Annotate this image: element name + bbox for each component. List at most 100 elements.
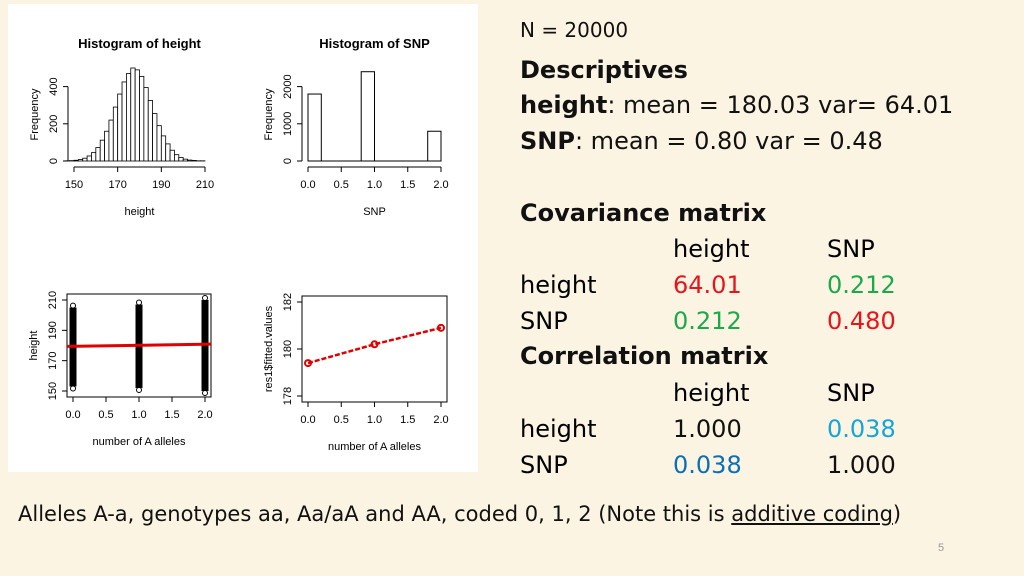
height-hist-bar xyxy=(117,93,123,162)
fitted-plot-x-tick-label: 1.5 xyxy=(400,414,415,426)
fitted-plot-y-label: res1$fitted.values xyxy=(263,305,275,392)
cov-v12: 0.212 xyxy=(827,271,896,299)
cov-row-snp: SNP xyxy=(520,307,568,335)
height-hist-bar xyxy=(160,135,167,162)
height-hist-bar xyxy=(174,154,180,162)
height-hist-bar xyxy=(82,157,88,162)
scatter-point xyxy=(70,385,76,392)
snp-hist-title: Histogram of SNP xyxy=(319,36,430,51)
height-hist-bar xyxy=(112,106,119,162)
scatter-point xyxy=(136,299,142,306)
sample-size: N = 20000 xyxy=(520,18,629,42)
correlation-heading: Correlation matrix xyxy=(520,342,769,370)
descriptives-height-line: height: mean = 180.03 var= 64.01 xyxy=(520,91,953,119)
height-scatter-x-tick-label: 1.0 xyxy=(131,409,146,421)
height-hist-bar xyxy=(156,125,162,162)
height-hist-bar xyxy=(134,69,140,162)
scatter-point xyxy=(202,390,208,396)
height-hist-x-tick-label: 170 xyxy=(108,179,126,191)
footer-prefix: Alleles A-a, genotypes aa, Aa/aA and AA,… xyxy=(18,502,732,526)
cov-col-snp: SNP xyxy=(827,235,875,263)
cov-v21: 0.212 xyxy=(673,307,742,335)
snp-stats: : mean = 0.80 var = 0.48 xyxy=(574,127,883,155)
height-hist-bar xyxy=(191,160,197,162)
cor-v21: 0.038 xyxy=(673,451,742,479)
snp-hist-y-tick-label: 1000 xyxy=(282,112,294,136)
height-hist-y-tick-label: 400 xyxy=(48,77,60,95)
fitted-point xyxy=(370,340,379,349)
height-hist-bar xyxy=(147,100,154,162)
height-hist-bar xyxy=(91,152,97,162)
height-stats: : mean = 180.03 var= 64.01 xyxy=(607,91,954,119)
scatter-point xyxy=(136,386,142,393)
height-hist-x-tick-label: 150 xyxy=(65,179,83,191)
snp-hist-y-label: Frequency xyxy=(263,88,275,140)
height-hist-y-tick-label: 200 xyxy=(48,115,60,133)
height-hist-bar xyxy=(77,159,84,162)
snp-label: SNP xyxy=(520,127,575,155)
fitted-plot-x-tick-label: 2.0 xyxy=(433,414,448,426)
height-scatter-x-tick-label: 0.5 xyxy=(98,409,113,421)
snp-hist-bar xyxy=(427,130,442,162)
descriptives-snp-line: SNP: mean = 0.80 var = 0.48 xyxy=(520,127,883,155)
cov-v22: 0.480 xyxy=(827,307,896,335)
cor-row-height: height xyxy=(520,415,597,443)
fitted-plot-x-label: number of A alleles xyxy=(328,441,421,453)
height-scatter-y-tick-label: 210 xyxy=(47,291,59,309)
fitted-plot-x-tick-label: 0.0 xyxy=(300,414,315,426)
snp-hist-x-tick-label: 0.0 xyxy=(300,179,315,191)
snp-hist-x-tick-label: 0.5 xyxy=(334,179,349,191)
r-plot-panel: 150 170 190 210 0 200 400 Histogram of height he… xyxy=(8,4,478,472)
regression-line xyxy=(66,342,212,348)
height-hist-bar xyxy=(182,158,188,162)
height-hist-bar xyxy=(104,130,110,162)
cor-v11: 1.000 xyxy=(673,415,742,443)
snp-hist-x-tick-label: 2.0 xyxy=(433,179,448,191)
height-scatter-x-tick-label: 2.0 xyxy=(197,409,212,421)
height-scatter-y-tick-label: 150 xyxy=(47,382,59,400)
height-hist-title: Histogram of height xyxy=(78,36,201,51)
height-hist-bar xyxy=(130,67,136,162)
fitted-plot-frame xyxy=(301,295,448,403)
cov-col-height: height xyxy=(673,235,750,263)
height-hist-bar xyxy=(108,119,114,162)
snp-hist-x-label: SNP xyxy=(363,206,386,218)
height-hist-bar xyxy=(165,143,171,162)
height-hist-y-tick-label: 0 xyxy=(48,158,60,164)
snp-hist-y-tick-label: 2000 xyxy=(282,74,294,98)
cor-col-snp: SNP xyxy=(827,379,875,407)
height-scatter-y-label: height xyxy=(28,331,40,361)
height-scatter-x-tick-label: 0.0 xyxy=(65,409,80,421)
fitted-point xyxy=(437,323,445,332)
cor-row-snp: SNP xyxy=(520,451,568,479)
height-hist-bar xyxy=(187,159,193,162)
cor-col-height: height xyxy=(673,379,750,407)
footer-suffix: ) xyxy=(892,502,902,526)
height-hist-bar xyxy=(178,157,184,162)
fitted-plot-x-tick-label: 1.0 xyxy=(367,414,382,426)
fitted-point xyxy=(304,359,312,368)
snp-hist-bar xyxy=(307,93,322,162)
height-hist-bar xyxy=(86,155,92,162)
height-hist-bar xyxy=(152,113,158,162)
plot-grid-svg: 150 170 190 210 0 200 400 Histogram of height he… xyxy=(28,36,449,453)
cor-v12: 0.038 xyxy=(827,415,896,443)
fitted-plot-x-tick-label: 0.5 xyxy=(334,414,349,426)
height-hist-bar xyxy=(73,159,79,162)
snp-hist-x-tick-label: 1.5 xyxy=(400,179,415,191)
height-scatter-y-tick-label: 170 xyxy=(47,351,59,369)
fitted-plot-y-tick-label: 178 xyxy=(282,387,294,405)
covariance-heading: Covariance matrix xyxy=(520,199,767,227)
height-label: height xyxy=(520,91,608,119)
scatter-point xyxy=(202,295,208,301)
page-number: 5 xyxy=(938,542,945,554)
footer-note: Alleles A-a, genotypes aa, Aa/aA and AA,… xyxy=(18,502,901,526)
height-scatter-x-label: number of A alleles xyxy=(93,436,186,448)
height-hist-bar xyxy=(95,147,101,162)
snp-hist-x-tick-label: 1.0 xyxy=(367,179,382,191)
fitted-plot-y-tick-label: 182 xyxy=(282,293,294,311)
height-hist-bar xyxy=(169,149,175,162)
height-hist-x-label: height xyxy=(125,206,155,218)
scatter-point xyxy=(70,302,76,309)
height-hist-bar xyxy=(139,75,145,162)
